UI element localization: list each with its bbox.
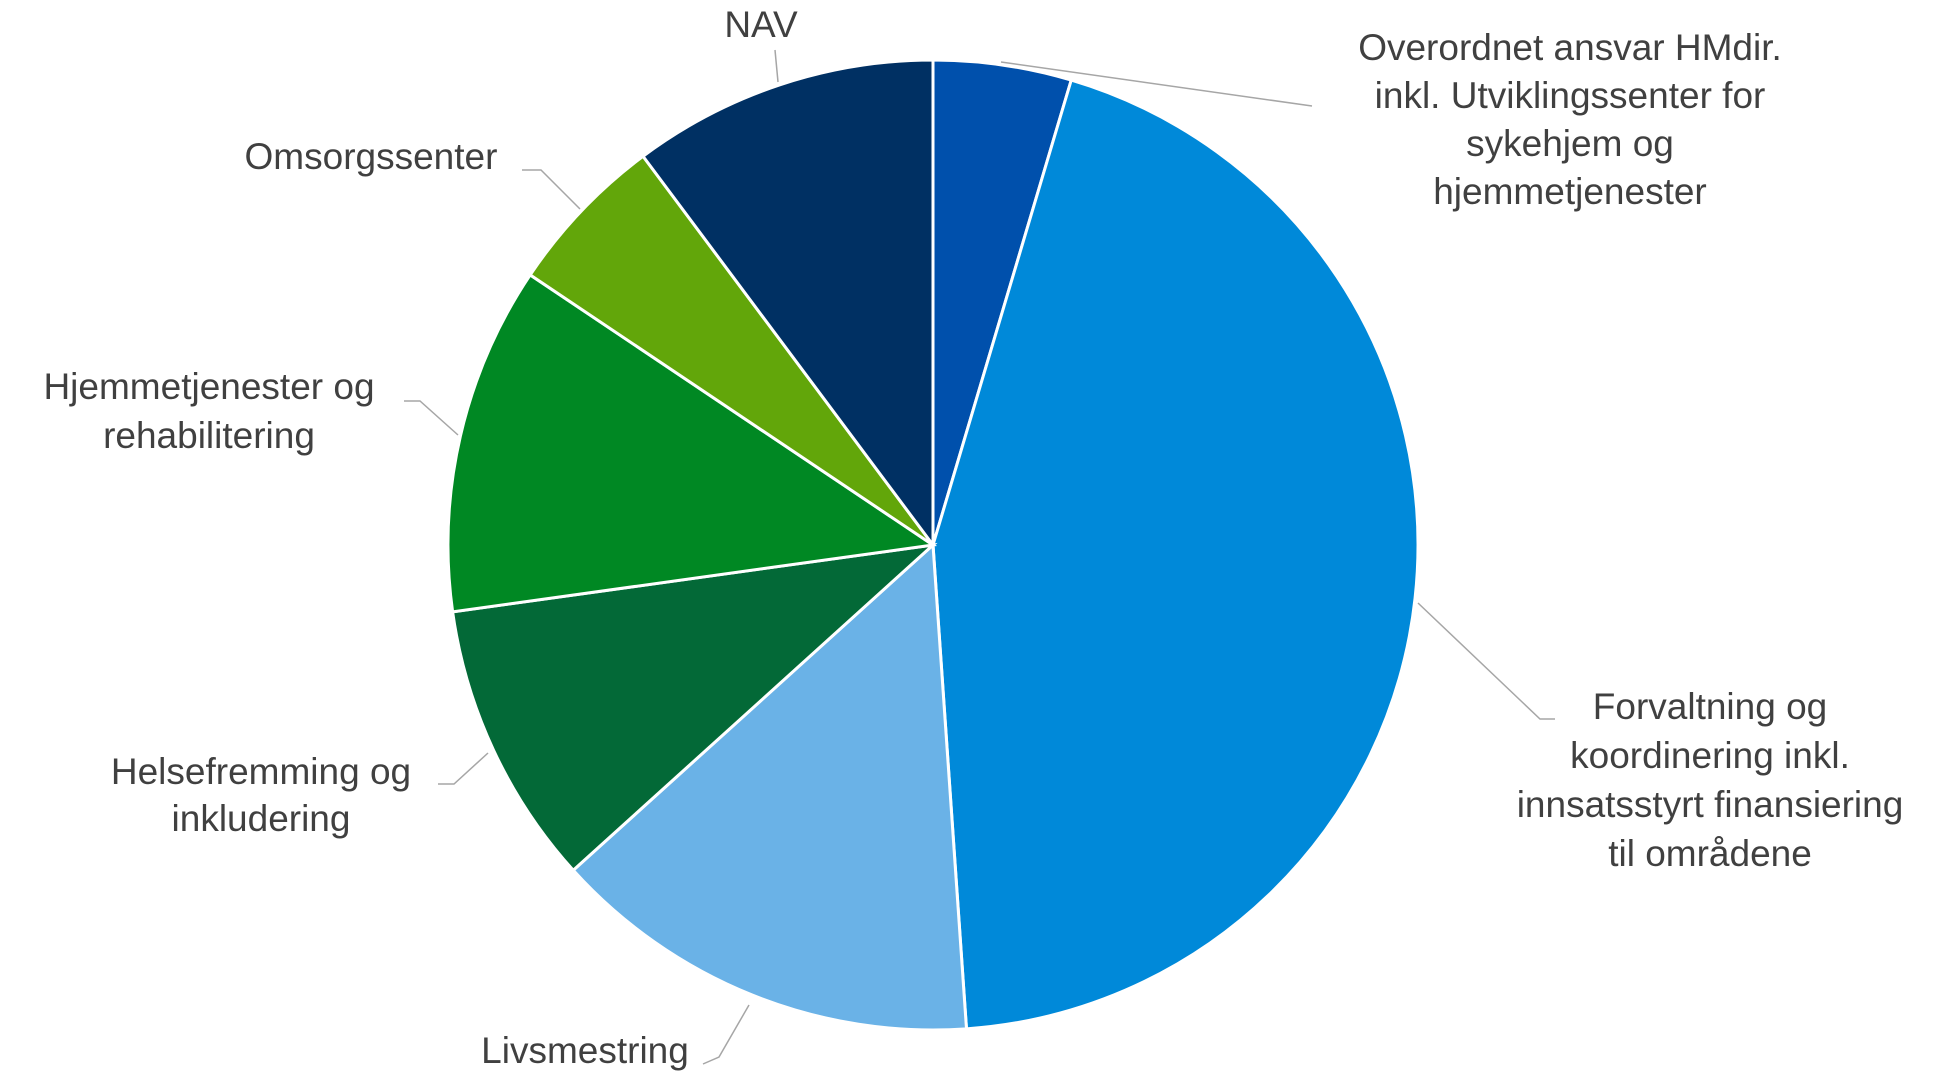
leader-line (1417, 602, 1555, 720)
label-line: Forvaltning og (1593, 686, 1827, 727)
leader-line (522, 169, 581, 210)
leader-line (1000, 61, 1313, 107)
slice-label: Helsefremming og inkludering (111, 751, 411, 839)
label-line: Overordnet ansvar HMdir. (1358, 27, 1782, 68)
slice-label: Overordnet ansvar HMdir. inkl. Utviklings… (1358, 27, 1782, 212)
pie-slice (528, 154, 935, 547)
label-line: inkl. Utviklingssenter for (1375, 75, 1766, 116)
label-line: sykehjem og (1466, 123, 1674, 164)
label-line: koordinering inkl. (1570, 735, 1850, 776)
label-line: til områdene (1608, 833, 1812, 874)
pie-slice (931, 78, 1420, 1031)
slice-label: Forvaltning og koordinering inkl. innsatss… (1517, 686, 1904, 874)
label-line: Helsefremming og (111, 751, 411, 792)
label-line: NAV (724, 4, 798, 45)
slice-label: Omsorgssenter (245, 136, 498, 177)
slice-label: Hjemmetjenester og rehabilitering (43, 366, 374, 456)
pie-slice (640, 58, 935, 550)
label-line: inkludering (172, 798, 351, 839)
pie-slice (571, 541, 969, 1032)
leader-line (404, 400, 459, 436)
slice-label: Livsmestring (481, 1030, 689, 1071)
label-line: rehabilitering (103, 415, 315, 456)
label-line: hjemmetjenester (1433, 171, 1707, 212)
label-line: innsatsstyrt finansiering (1517, 784, 1904, 825)
leader-line (774, 49, 779, 83)
leader-line (438, 752, 489, 785)
leader-line (702, 1004, 750, 1065)
label-line: Omsorgssenter (245, 136, 498, 177)
label-line: Livsmestring (481, 1030, 689, 1071)
label-line: Hjemmetjenester og (43, 366, 374, 407)
slice-label: NAV (724, 4, 798, 45)
pie-slice (450, 542, 938, 873)
pie-slice (446, 272, 938, 614)
